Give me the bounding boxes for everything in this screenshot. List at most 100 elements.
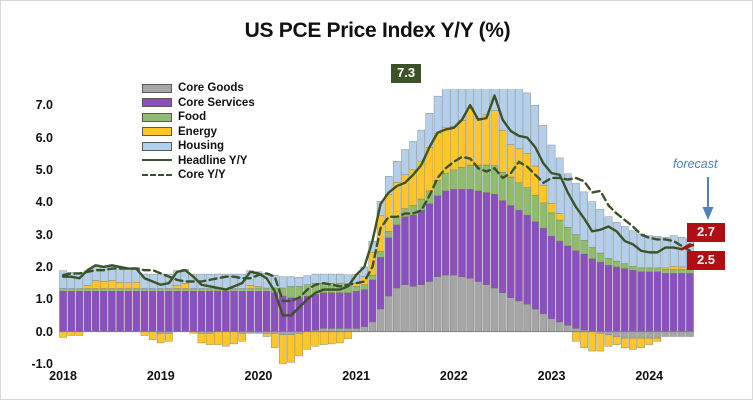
bar-segment (67, 291, 75, 332)
legend-item[interactable]: Energy (142, 125, 255, 140)
bar-segment (580, 240, 588, 255)
core-yy-line (61, 155, 692, 303)
bar-segment (287, 334, 295, 363)
bar-segment (230, 331, 238, 345)
bar-segment (181, 291, 189, 332)
bar-segment (319, 273, 328, 284)
bar-segment (523, 187, 531, 216)
legend-item-label: Headline Y/Y (178, 154, 248, 167)
bar-segment (75, 291, 84, 332)
legend-item[interactable]: Food (142, 110, 255, 125)
bar-segment (67, 288, 75, 292)
bar-segment (189, 288, 198, 292)
bar-segment (132, 281, 141, 289)
forecast-tip-marker (680, 243, 694, 251)
bar-segment (124, 288, 132, 292)
bar-segment (376, 257, 385, 310)
bar-segment (466, 278, 474, 332)
x-axis: 2018 2019 2020 2021 2022 2023 2024 (1, 369, 753, 393)
legend-item-label: Core Services (178, 96, 255, 109)
bar-segment (205, 288, 214, 292)
bar-segment (669, 266, 678, 270)
bar-segment (564, 245, 572, 326)
bar-segment (409, 215, 417, 287)
bar-segment (75, 331, 84, 336)
bar-segment (140, 273, 149, 289)
legend-item-label: Housing (178, 140, 224, 153)
legend-item[interactable]: Headline Y/Y (142, 154, 255, 169)
bar-segment (83, 291, 92, 332)
x-axis-tick-label: 2021 (342, 369, 371, 383)
bar-segment (384, 231, 393, 238)
bar-segment (393, 287, 401, 332)
bar-segment (474, 281, 483, 332)
x-axis-tick-label: 2018 (49, 369, 77, 383)
bar-segment (458, 189, 466, 277)
bar-segment (132, 291, 141, 332)
bar-segment (686, 269, 694, 274)
bar-segment (165, 291, 173, 332)
bar-segment (83, 285, 92, 289)
bar-segment (661, 269, 670, 274)
y-axis-tick-label: 4.0 (35, 195, 53, 210)
bar-segment (637, 331, 645, 339)
bar-segment (384, 295, 393, 332)
bar-segment (621, 263, 629, 269)
bar-segment (621, 331, 629, 339)
chart-title: US PCE Price Index Y/Y (%) (244, 19, 511, 42)
bar-segment (262, 287, 271, 292)
bar-segment (254, 287, 263, 292)
bar-segment (669, 273, 678, 332)
bar-segment (580, 253, 588, 331)
y-axis-tick-label: -1.0 (31, 357, 53, 371)
bar-segment (230, 288, 238, 292)
bar-segment (474, 190, 483, 282)
bar-segment (645, 331, 653, 339)
bar-segment (230, 291, 238, 332)
bar-segment (669, 331, 678, 337)
bar-segment (450, 89, 458, 127)
bar-segment (482, 284, 491, 332)
bar-segment (393, 224, 401, 289)
bar-segment (425, 281, 434, 332)
legend-item[interactable]: Core Services (142, 96, 255, 111)
core-end-value-badge: 2.5 (687, 251, 725, 270)
bar-segment (238, 333, 246, 342)
x-axis-tick-label: 2022 (439, 369, 468, 383)
legend-line-icon (142, 156, 172, 165)
bar-segment (661, 237, 670, 269)
bar-segment (441, 274, 450, 332)
bar-segment (165, 288, 173, 292)
y-axis-tick-label: 1.0 (35, 292, 53, 307)
bar-segment (515, 300, 523, 332)
legend-item[interactable]: Housing (142, 139, 255, 154)
bar-segment (507, 297, 515, 332)
bar-segment (287, 276, 295, 287)
bar-segment (507, 205, 515, 298)
y-axis-tick-label: 5.0 (35, 162, 53, 177)
bar-segment (246, 291, 255, 332)
legend-item[interactable]: Core Y/Y (142, 168, 255, 183)
bar-segment (116, 288, 124, 292)
bar-segment (490, 110, 499, 166)
bar-segment (173, 288, 181, 292)
bar-segment (148, 288, 157, 292)
bar-segment (108, 291, 116, 332)
bar-segment (393, 217, 401, 226)
bar-segment (157, 273, 165, 289)
x-axis-tick-label: 2019 (146, 369, 175, 383)
bar-segment (336, 273, 344, 284)
bar-segment (474, 117, 483, 166)
bar-segment (157, 288, 165, 292)
bar-segment (59, 331, 67, 338)
bar-segment (450, 189, 458, 276)
bar-segment (612, 222, 621, 262)
bar-segment (498, 129, 507, 173)
x-axis-tick-label: 2020 (244, 369, 273, 383)
bar-segment (466, 189, 474, 279)
bar-segment (629, 230, 637, 267)
legend-item[interactable]: Core Goods (142, 81, 255, 96)
bar-segment (181, 283, 189, 289)
bar-segment (531, 194, 540, 222)
bar-segment (482, 114, 491, 166)
